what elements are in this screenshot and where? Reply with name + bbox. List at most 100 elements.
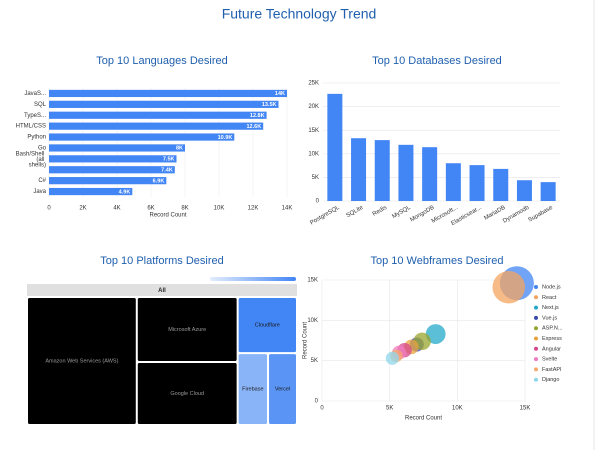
bar [49,187,133,196]
y-tick-label: 15K [308,128,319,134]
y-tick-label: 10K [307,318,318,324]
y-tick-label: Bash/Shell (all shells) [16,151,46,168]
tile-label: Vercel [275,387,290,393]
y-tick-label: 5K [312,175,319,181]
x-tick-label: 0 [47,206,51,212]
treemap-tile [269,354,296,424]
x-tick-label: 4K [113,206,120,212]
bar [327,93,343,201]
x-tick-label: 10K [214,206,225,212]
x-tick-label: Dynamodb [502,205,531,225]
bar [49,100,279,108]
legend-label: Svelte [542,357,557,363]
x-tick-label: 2K [79,206,86,212]
value-label: 10.9K [218,135,233,141]
x-tick-label: 0 [320,406,324,412]
bar [469,165,485,201]
bubble [425,324,446,344]
color-scale-legend [210,277,296,281]
bar [351,138,367,201]
legend-swatch [534,285,538,289]
chart-title: Top 10 Platforms Desired [100,255,224,267]
bubble [492,270,526,304]
y-tick-label: 10K [308,151,319,157]
tile-label: Microsoft Azure [168,327,206,333]
y-tick-label: 5K [311,358,318,364]
bar [49,144,185,152]
value-label: 4.9K [119,189,131,195]
legend-label: React [542,295,557,301]
y-tick-label: Go [38,146,47,152]
bar [49,166,175,174]
bar [49,122,264,130]
bar [374,140,390,201]
legend-label: FastAPI [542,367,562,373]
bar [493,168,509,201]
chart-title: Top 10 Languages Desired [96,55,227,67]
treemap-tile [238,354,268,424]
value-label: 13.5K [262,102,277,108]
bar [422,147,438,201]
tile-label: Firebase [242,387,263,393]
x-tick-label: 6K [147,206,154,212]
x-tick-label: PostgreSQL [309,205,341,227]
y-tick-label: 0 [315,399,319,405]
x-tick-label: 15K [520,406,531,412]
treemap-tile [28,298,136,424]
bar [49,89,287,98]
bar [49,111,267,119]
y-tick-label: TypeS... [24,113,46,119]
tile-label: Cloudflare [255,323,280,329]
tile-label: Amazon Web Services (AWS) [45,358,118,364]
legend-swatch [534,357,538,362]
x-tick-label: Supabase [528,205,555,224]
value-label: 8K [176,146,183,152]
legend-swatch [534,377,538,382]
value-label: 14K [275,91,285,97]
treemap-tile [238,298,296,353]
legend-label: Express [542,336,562,342]
y-tick-label: SQL [34,102,47,108]
value-label: 12.6K [247,124,262,130]
legend-swatch [534,326,538,331]
bar [49,177,167,185]
y-tick-label: 0 [316,199,320,205]
legend-swatch [534,305,538,310]
y-tick-label: HTML/CSS [16,124,46,130]
x-tick-label: Redis [372,205,388,218]
legend-swatch [534,367,538,372]
treemap-header-label: All [158,288,166,294]
x-tick-label: SQLite [345,205,364,220]
legend-swatch [534,315,538,320]
chart-title: Top 10 Databases Desired [372,55,502,67]
value-label: 6.9K [153,178,165,184]
legend-label: Angular [542,346,561,352]
legend-label: Django [542,377,559,383]
x-tick-label: 12K [248,206,259,212]
x-tick-label: 10K [452,406,463,412]
treemap-tile [137,363,237,424]
bubble [385,351,399,365]
x-tick-label: 8K [181,206,188,212]
x-axis-label: Record Count [149,213,186,219]
y-axis-label: Record Count [303,322,309,359]
treemap-tile [137,298,237,362]
value-label: 7.5K [163,157,175,163]
bar [540,182,556,201]
y-tick-label: JavaS... [24,91,46,97]
legend-swatch [534,336,538,341]
value-label: 7.4K [161,168,173,174]
treemap-header [27,284,297,296]
x-axis-label: Record Count [405,416,442,422]
chart-title: Top 10 Webframes Desired [370,255,503,267]
y-tick-label: Python [27,135,46,141]
x-tick-label: 5K [386,406,393,412]
bar [445,163,461,201]
x-tick-label: 14K [282,206,293,212]
legend-label: Node.js [542,284,561,290]
y-tick-label: 15K [307,278,318,284]
legend-label: Vue.js [542,315,557,321]
bar [516,180,532,201]
legend-swatch [534,346,538,351]
